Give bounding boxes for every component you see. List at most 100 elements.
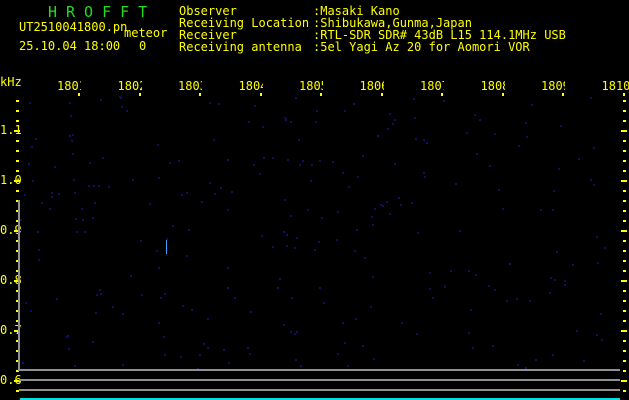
y-tick <box>16 350 19 352</box>
noise-dot <box>108 185 111 188</box>
noise-dot <box>343 342 346 345</box>
noise-dot <box>157 321 160 324</box>
noise-dot <box>190 308 193 311</box>
noise-dot <box>50 191 53 194</box>
noise-dot <box>180 193 183 196</box>
noise-dot <box>298 164 301 167</box>
noise-dot <box>228 361 231 364</box>
noise-dot <box>589 96 592 99</box>
noise-dot <box>540 208 543 211</box>
y-tick-label: 0.6 <box>0 373 22 387</box>
noise-dot <box>277 286 280 289</box>
noise-dot <box>599 313 602 316</box>
noise-dot <box>290 296 293 299</box>
noise-dot <box>122 364 125 367</box>
noise-dot <box>501 208 504 211</box>
x-tick <box>441 93 443 96</box>
noise-dot <box>344 110 347 113</box>
noise-dot <box>319 159 322 162</box>
noise-dot <box>488 284 491 287</box>
noise-dot <box>81 219 84 222</box>
noise-dot <box>293 333 296 336</box>
noise-dot <box>525 135 528 138</box>
y-tick <box>16 370 19 372</box>
y-tick <box>16 140 19 142</box>
noise-dot <box>431 296 434 299</box>
noise-dot <box>314 248 317 251</box>
noise-dot <box>37 231 40 234</box>
noise-dot <box>297 138 300 141</box>
noise-dot <box>494 133 497 136</box>
noise-dot <box>287 159 290 162</box>
noise-dot <box>467 332 470 335</box>
noise-dot <box>164 292 167 295</box>
noise-dot <box>549 292 552 295</box>
noise-dot <box>530 103 533 106</box>
noise-dot <box>336 352 339 355</box>
noise-dot <box>227 287 230 290</box>
y-tick-label: 1.0 <box>0 173 22 187</box>
noise-dot <box>476 152 479 155</box>
noise-dot <box>165 237 168 240</box>
noise-dot <box>92 216 95 219</box>
noise-dot <box>178 160 181 163</box>
noise-dot <box>208 101 211 104</box>
noise-dot <box>515 298 518 301</box>
noise-dot <box>20 228 23 231</box>
noise-dot <box>300 365 303 368</box>
noise-dot <box>120 96 123 99</box>
x-tick-label: 1810 <box>601 80 629 93</box>
noise-dot <box>20 218 22 221</box>
location-label: Receiving Location <box>179 16 310 30</box>
noise-dot <box>200 201 203 204</box>
y-tick <box>623 370 626 372</box>
noise-dot <box>279 278 282 281</box>
y-tick <box>16 320 19 322</box>
noise-dot <box>28 162 31 165</box>
x-tick <box>78 93 80 96</box>
antenna-label: Receiving antenna <box>179 40 302 54</box>
noise-dot <box>271 245 274 248</box>
noise-dot <box>470 308 473 311</box>
noise-dot <box>164 354 167 357</box>
meteor-label: meteor <box>124 26 168 40</box>
y-tick <box>16 210 19 212</box>
noise-dot <box>290 120 293 123</box>
noise-dot <box>69 101 72 104</box>
noise-dot <box>250 311 253 314</box>
noise-dot <box>283 198 286 201</box>
noise-dot <box>81 208 84 211</box>
noise-dot <box>583 359 586 362</box>
y-tick <box>623 120 626 122</box>
noise-dot <box>549 277 552 280</box>
noise-dot <box>48 208 51 211</box>
y-tick <box>14 330 20 332</box>
noise-dot <box>468 270 471 273</box>
y-tick <box>623 290 626 292</box>
signal-trace <box>166 240 167 254</box>
noise-dot <box>289 330 292 333</box>
noise-dot <box>353 250 356 253</box>
noise-dot <box>112 306 115 309</box>
noise-dot <box>72 134 75 137</box>
noise-dot <box>401 321 404 324</box>
x-tick <box>501 93 504 96</box>
noise-dot <box>362 344 365 347</box>
noise-dot <box>306 208 309 211</box>
noise-dot <box>69 114 72 117</box>
noise-dot <box>285 245 288 248</box>
meteor-count: 0 <box>139 39 147 53</box>
noise-dot <box>331 160 334 163</box>
noise-dot <box>318 287 321 290</box>
noise-dot <box>505 300 508 303</box>
noise-dot <box>443 284 446 287</box>
noise-dot <box>157 143 160 146</box>
location-value: :Shibukawa,Gunma,Japan <box>313 16 472 30</box>
y-tick <box>16 290 19 292</box>
y-tick <box>14 380 20 382</box>
noise-dot <box>220 187 223 190</box>
noise-dot <box>373 207 376 210</box>
noise-dot <box>156 249 158 252</box>
noise-dot <box>426 141 429 144</box>
